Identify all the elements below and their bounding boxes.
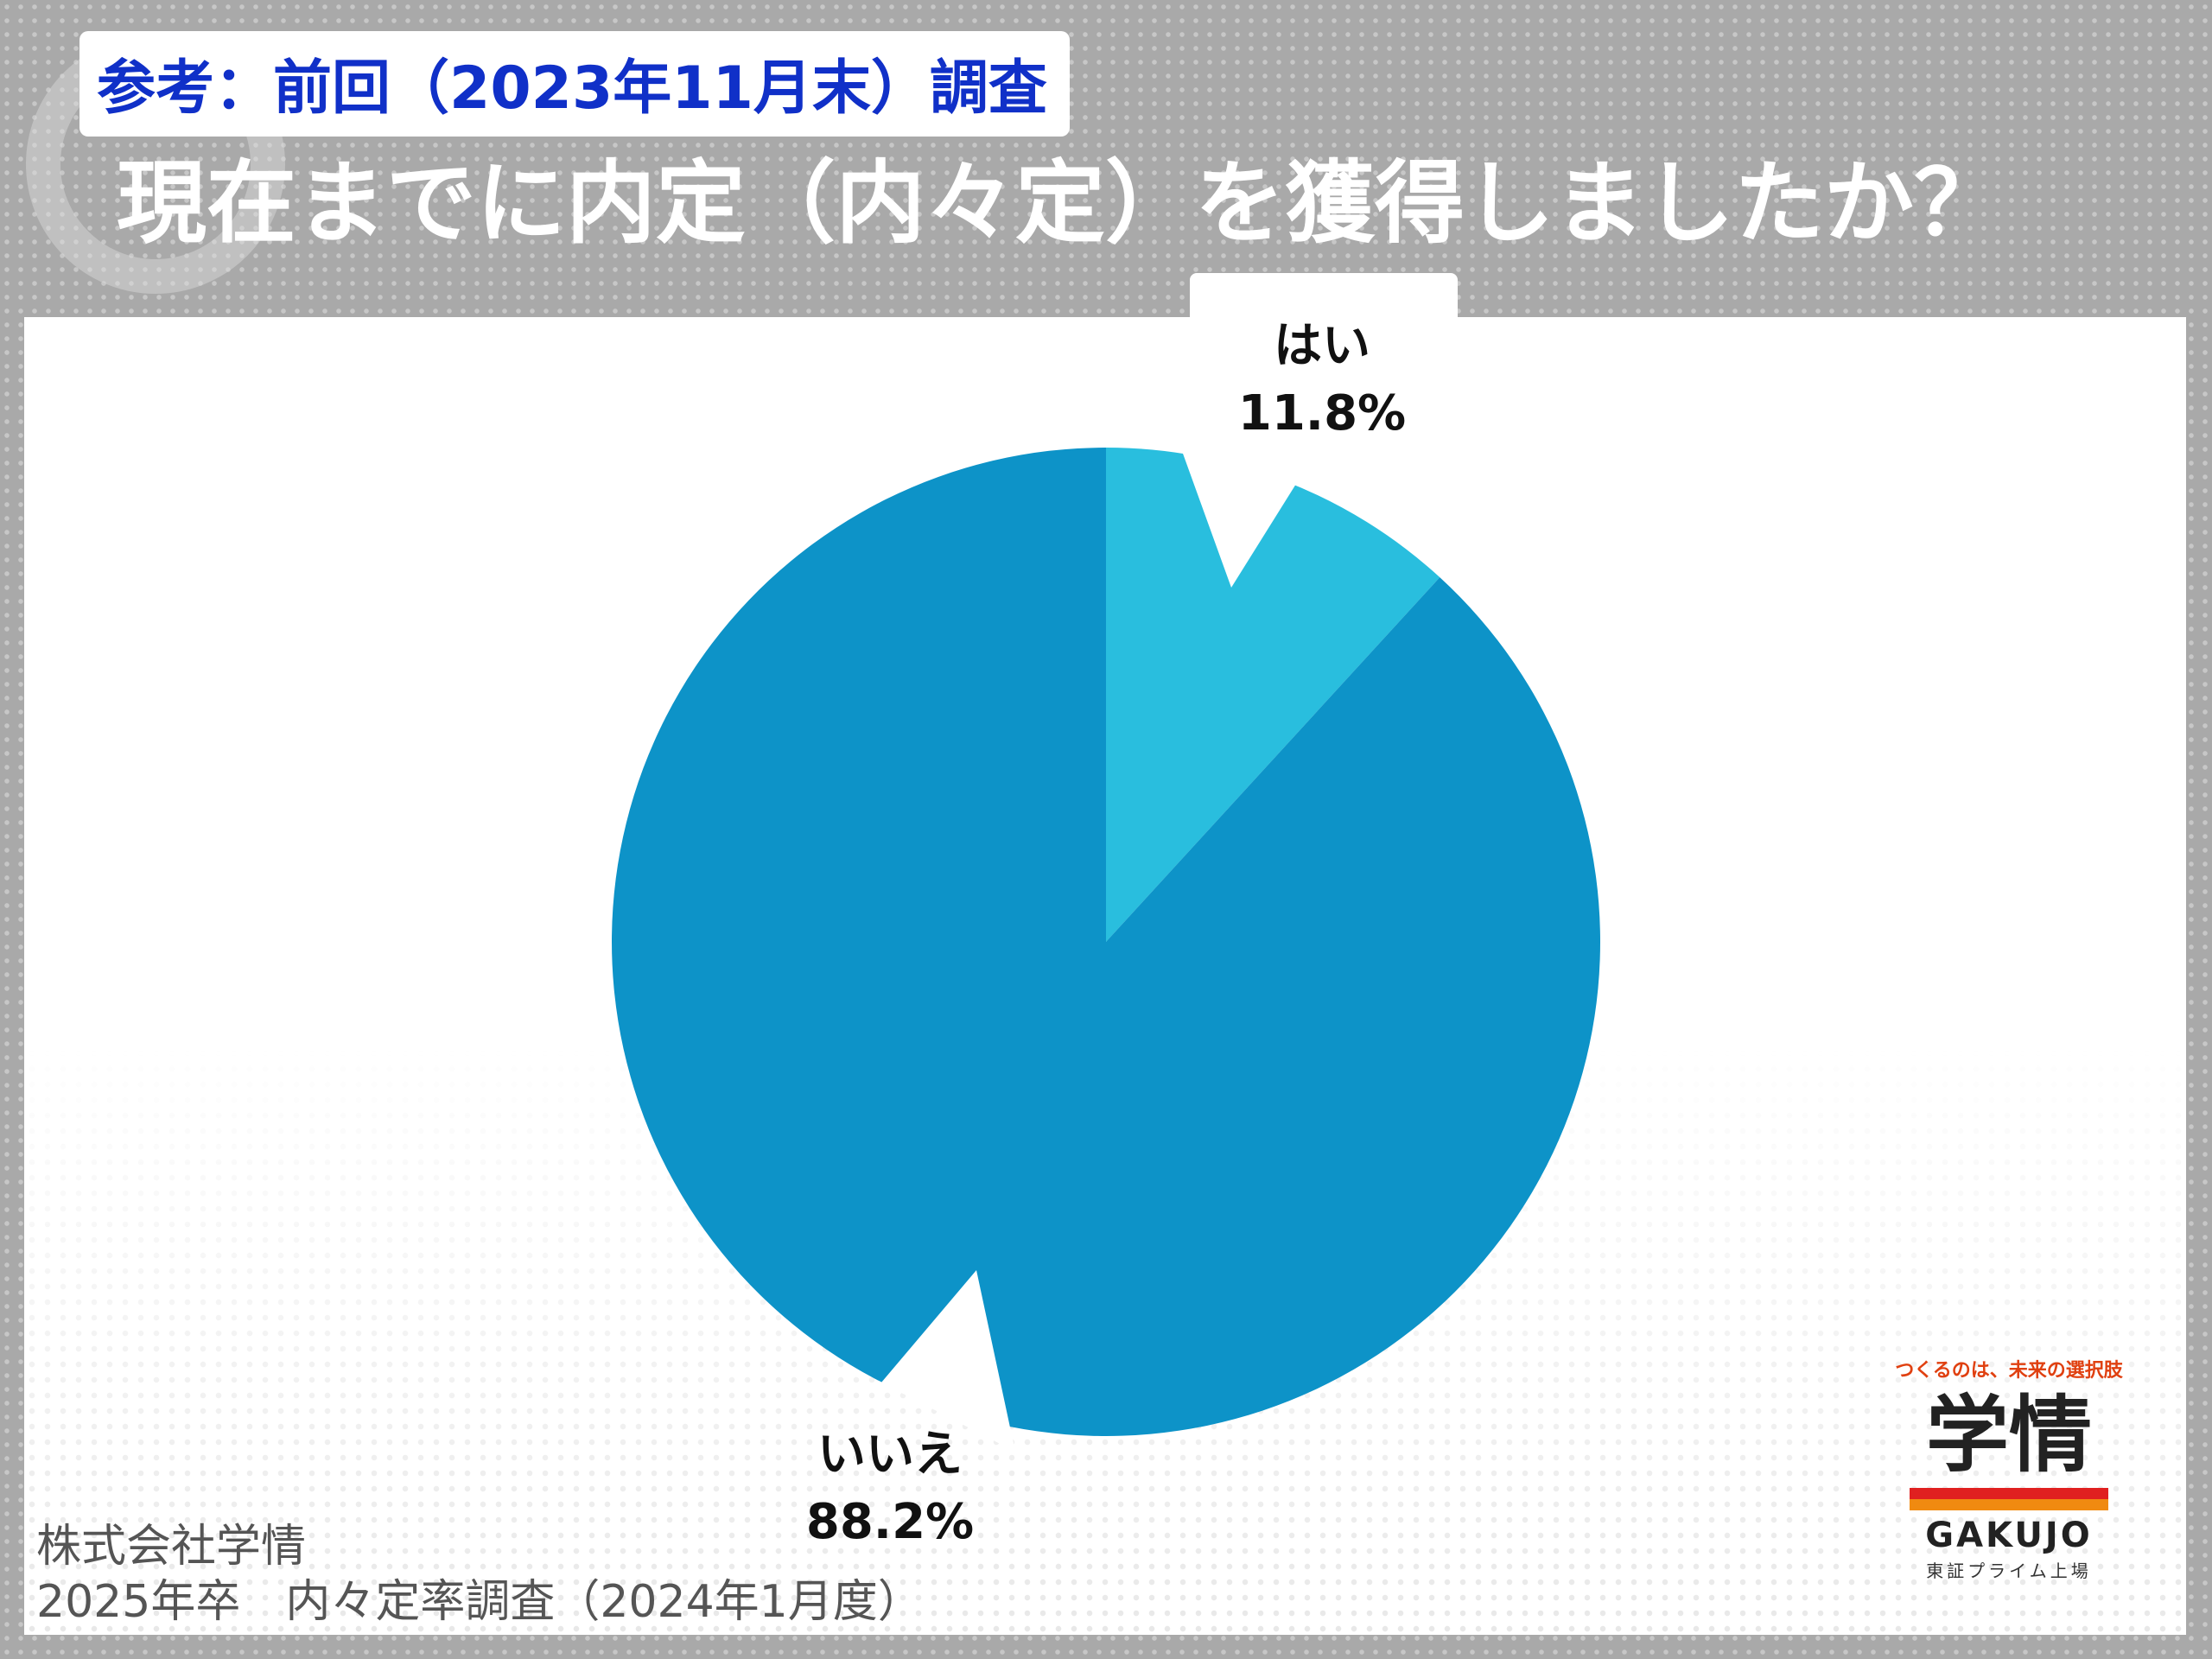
pie-slice-yes bbox=[1106, 448, 1440, 942]
logo-listing: 東証プライム上場 bbox=[1926, 1560, 2092, 1581]
reference-label: 参考：前回（2023年11月末）調査 bbox=[97, 54, 1047, 123]
pie-slice-no bbox=[612, 448, 1601, 1436]
logo-english: GAKUJO bbox=[1925, 1516, 2093, 1555]
slice-label-yes-name: はい bbox=[1274, 318, 1370, 374]
logo-tagline: つくるのは、未来の選択肢 bbox=[1895, 1360, 2123, 1382]
reference-box bbox=[79, 31, 1070, 137]
slice-label-no: いいえ 88.2% bbox=[778, 1421, 1002, 1556]
logo-color-bar bbox=[1910, 1488, 2108, 1510]
source-note: 株式会社学情 2025年卒 内々定率調査（2024年1月度） bbox=[36, 1519, 923, 1630]
label-tab bbox=[1190, 273, 1458, 342]
slice-label-yes-value: 11.8% bbox=[1237, 385, 1407, 442]
source-survey: 2025年卒 内々定率調査（2024年1月度） bbox=[36, 1576, 923, 1628]
slice-label-no-value: 88.2% bbox=[805, 1494, 975, 1550]
slice-label-no-name: いいえ bbox=[817, 1427, 963, 1483]
source-company: 株式会社学情 bbox=[36, 1521, 307, 1573]
slice-label-yes: はい 11.8% bbox=[1236, 313, 1408, 448]
callout-notch-no bbox=[881, 1270, 1015, 1452]
page-title: 現在までに内定（内々定）を獲得しましたか？ bbox=[117, 150, 2005, 256]
logo-main-text: 学情 bbox=[1926, 1387, 2092, 1484]
gakujo-logo: つくるのは、未来の選択肢 学情 GAKUJO 東証プライム上場 bbox=[1892, 1355, 2126, 1582]
callout-notch-yes bbox=[1175, 432, 1296, 588]
